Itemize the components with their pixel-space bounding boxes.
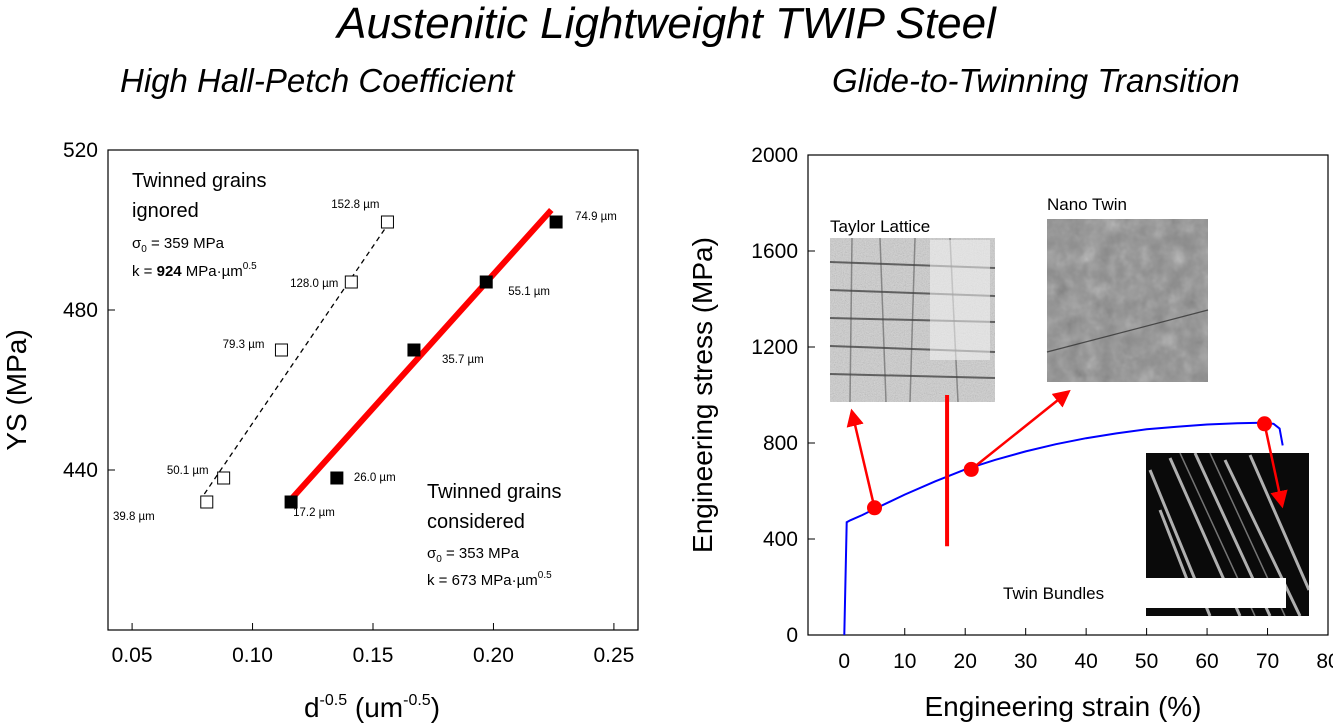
right-x-tick-label: 60 [1195, 650, 1218, 673]
left-y-axis-title: YS (MPa) [1, 329, 32, 450]
inset-taylor-lattice-label: Taylor Lattice [830, 217, 930, 236]
right-x-tick-label: 10 [893, 650, 916, 673]
point-ignored [217, 471, 231, 485]
left-x-tick-label: 0.10 [232, 644, 273, 667]
annotation-considered-sigma: σ0 = 353 MPa [427, 545, 520, 565]
point-ignored [380, 215, 394, 229]
annotation-ignored-line2: ignored [132, 200, 199, 222]
inset-nano-twin-label: Nano Twin [1047, 195, 1127, 214]
right-x-tick-label: 30 [1014, 650, 1037, 673]
stress-strain-curve [843, 421, 1284, 636]
hall-petch-chart: 0.05 0.10 0.15 0.20 0.25 440 480 520 39.8 µm 50.… [1, 139, 639, 723]
right-x-tick-label: 40 [1074, 650, 1097, 673]
point-considered [479, 275, 493, 289]
inset-arrow [970, 389, 1071, 471]
point-ignored [200, 495, 214, 509]
grain-size-label: 50.1 µm [167, 465, 209, 477]
grain-size-label: 74.9 µm [575, 211, 617, 223]
grain-size-label: 79.3 µm [223, 339, 265, 351]
inset-twin-bundles [1146, 452, 1311, 617]
inset-arrow [1263, 423, 1288, 509]
left-x-tick-label: 0.15 [353, 644, 394, 667]
right-y-tick-label: 1600 [751, 240, 798, 263]
annotation-considered-k: k = 673 MPa·µm0.5 [427, 570, 552, 589]
annotation-considered-line2: considered [427, 511, 525, 533]
annotation-ignored-sigma: σ0 = 359 MPa [132, 235, 225, 255]
right-y-tick-label: 1200 [751, 336, 798, 359]
inset-taylor-lattice [829, 237, 996, 403]
right-x-tick-label: 20 [954, 650, 977, 673]
annotation-considered-line1: Twinned grains [427, 481, 562, 503]
left-x-tick-label: 0.05 [112, 644, 153, 667]
point-considered [330, 471, 344, 485]
left-y-tick-label: 520 [63, 139, 98, 162]
right-x-tick-label: 0 [838, 650, 850, 673]
right-x-tick-label: 70 [1256, 650, 1279, 673]
right-plot-frame [807, 154, 1329, 636]
point-ignored [344, 275, 358, 289]
left-data-points: 39.8 µm 50.1 µm 79.3 µm 128.0 µm 152.8 µm 17.… [113, 199, 617, 523]
grain-size-label: 55.1 µm [508, 286, 550, 298]
fit-line-ignored [203, 217, 393, 495]
point-ignored [274, 343, 288, 357]
left-x-tick-label: 0.25 [593, 644, 634, 667]
right-chart-subtitle: Glide-to-Twinning Transition [832, 62, 1240, 99]
inset-nano-twin [1046, 219, 1209, 382]
right-x-axis-title: Engineering strain (%) [924, 691, 1201, 722]
annotation-ignored-k: k = 924 MPa·µm0.5 [132, 261, 257, 280]
grain-size-label: 35.7 µm [442, 354, 484, 366]
right-y-tick-label: 0 [786, 624, 798, 647]
stress-strain-chart: 010203040506070800400800120016002000 Tay… [687, 144, 1333, 722]
right-y-tick-label: 2000 [751, 144, 798, 167]
right-y-tick-label: 800 [763, 432, 798, 455]
right-x-tick-label: 50 [1135, 650, 1158, 673]
point-considered [549, 215, 563, 229]
right-axis-ticks: 010203040506070800400800120016002000 [751, 144, 1333, 673]
grain-size-label: 17.2 µm [293, 507, 335, 519]
grain-size-label: 26.0 µm [354, 472, 396, 484]
right-y-axis-title: Engineering stress (MPa) [687, 237, 718, 553]
right-x-tick-label: 80 [1316, 650, 1333, 673]
left-x-axis-title: d-0.5 (um-0.5) [304, 692, 440, 723]
grain-size-label: 39.8 µm [113, 511, 155, 523]
point-considered [407, 343, 421, 357]
left-axis-ticks: 0.05 0.10 0.15 0.20 0.25 440 480 520 [63, 139, 634, 667]
left-y-tick-label: 480 [63, 299, 98, 322]
left-y-tick-label: 440 [63, 459, 98, 482]
right-y-tick-label: 400 [763, 528, 798, 551]
point-considered [284, 495, 298, 509]
grain-size-label: 128.0 µm [290, 278, 338, 290]
inset-arrows [846, 389, 1288, 509]
left-chart-subtitle: High Hall-Petch Coefficient [120, 62, 515, 99]
left-x-tick-label: 0.20 [473, 644, 514, 667]
annotation-ignored-line1: Twinned grains [132, 170, 267, 192]
page-title: Austenitic Lightweight TWIP Steel [337, 0, 996, 48]
grain-size-label: 152.8 µm [331, 199, 379, 211]
inset-arrow [846, 408, 876, 509]
inset-twin-bundles-label: Twin Bundles [1003, 584, 1104, 603]
